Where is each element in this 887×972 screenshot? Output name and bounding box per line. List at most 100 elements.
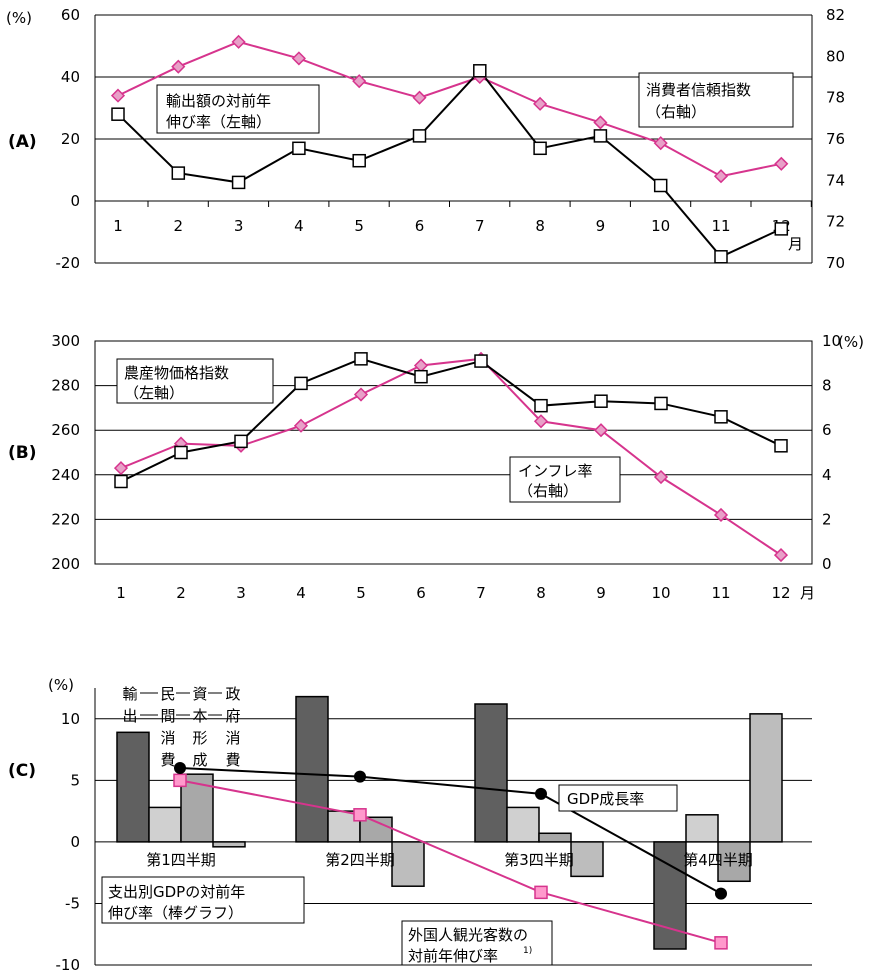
panel-c-tick-label: 5 bbox=[70, 771, 80, 789]
panel-c-tick-label: 0 bbox=[70, 833, 80, 851]
panel-b-agri-point bbox=[534, 398, 548, 413]
panel-b-left-tick-label: 200 bbox=[51, 555, 80, 573]
panel-a-confidence-point bbox=[110, 88, 126, 103]
panel-c-bar bbox=[506, 806, 540, 843]
panel-b-inflation-label-line2: （右軸） bbox=[518, 482, 578, 500]
panel-c-bar bbox=[148, 806, 182, 843]
panel-c-left-unit: (%) bbox=[48, 676, 74, 694]
panel-b-inflation-line bbox=[120, 357, 782, 556]
panel-b-inflation-point bbox=[293, 418, 309, 433]
panel-a-x-tick-label: 5 bbox=[354, 217, 364, 235]
panel-c-bar-series-char: 政 bbox=[225, 685, 240, 703]
panel-c-bar-series-char: 輸 bbox=[122, 685, 137, 703]
panel-b-agri-point bbox=[414, 369, 428, 384]
panel-b-agri-line bbox=[120, 357, 782, 483]
panel-a-confidence-line bbox=[117, 40, 782, 178]
panel-b-x-tick-label: 3 bbox=[236, 584, 246, 602]
panel-a-export-point bbox=[412, 129, 427, 143]
panel-b-right-tick-label: 10 bbox=[822, 332, 841, 350]
panel-a-confidence-point bbox=[231, 34, 246, 49]
panel-c-gdp-point bbox=[174, 762, 186, 775]
panel-b-inflation-point bbox=[593, 423, 609, 438]
panel-c-gdp-point bbox=[354, 770, 366, 783]
panel-c-bar-series-char: 府 bbox=[225, 707, 240, 725]
panel-c-gdp-label-box: GDP成長率 bbox=[558, 784, 678, 812]
panel-b-left-tick-label: 260 bbox=[51, 421, 80, 439]
panel-a-x-tick-label: 9 bbox=[596, 217, 606, 235]
panel-c-gdp-point bbox=[535, 787, 547, 800]
panel-a-right-tick-label: 70 bbox=[826, 254, 845, 272]
panel-c-tourist-point bbox=[173, 773, 187, 788]
panel-b-agri-label-line1: 農産物価格指数 bbox=[124, 364, 229, 382]
panel-b-right-tick-label: 8 bbox=[822, 377, 832, 395]
panel-b-label: (B) bbox=[8, 443, 37, 463]
panel-b-inflation-point bbox=[113, 461, 129, 476]
panel-a-confidence-point bbox=[352, 74, 367, 89]
panel-b-agri-point bbox=[234, 434, 248, 449]
panel-c-bar-series-char: 出 bbox=[122, 707, 137, 725]
panel-c-bar bbox=[653, 841, 687, 950]
panel-c-tick-label: 10 bbox=[61, 710, 80, 728]
panel-c-tourist-label-box: 外国人観光客数の 対前年伸び率 1) bbox=[401, 920, 553, 966]
panel-c-tourist-label-line1: 外国人観光客数の bbox=[408, 926, 528, 944]
panel-a-confidence-point bbox=[291, 51, 306, 66]
panel-a-label: (A) bbox=[8, 132, 37, 152]
panel-b-x-tick-label: 5 bbox=[356, 584, 366, 602]
panel-b-agri-point bbox=[594, 394, 608, 408]
panel-b-inflation-point bbox=[653, 469, 669, 485]
panel-a-right-tick-label: 76 bbox=[826, 130, 845, 148]
panel-a-left-unit: (%) bbox=[6, 9, 32, 27]
panel-c-bar-series-char: 間 bbox=[160, 707, 175, 725]
panel-a-x-tick-label: 4 bbox=[294, 217, 304, 235]
panel-a-x-tick-label: 1 bbox=[113, 217, 123, 235]
panel-c-bar bbox=[538, 832, 572, 843]
panel-a-export-point bbox=[593, 129, 608, 143]
panel-c-gdp-point bbox=[715, 887, 727, 900]
panel-a-export-point bbox=[171, 166, 186, 180]
panel-c-bar-series-char: 消 bbox=[225, 729, 240, 747]
panel-b-x-tick-label: 2 bbox=[176, 584, 186, 602]
panel-c-bar-series-char: 費 bbox=[225, 751, 240, 769]
panel-a-right-tick-label: 82 bbox=[826, 6, 845, 24]
panel-b-x-tick-label: 6 bbox=[416, 584, 426, 602]
panel-b-x-tick-label: 9 bbox=[596, 584, 606, 602]
panel-b-x-tick-label: 7 bbox=[476, 584, 486, 602]
panel-a-x-tick-label: 10 bbox=[651, 217, 670, 235]
panel-a-export-label-box: 輸出額の対前年 伸び率（左軸） bbox=[156, 84, 320, 134]
panel-a-x-tick-label: 8 bbox=[535, 217, 545, 235]
panel-b-right-tick-label: 4 bbox=[822, 466, 832, 484]
panel-b-agri-point bbox=[654, 396, 668, 411]
panel-b-left-tick-label: 240 bbox=[51, 466, 80, 484]
panel-c-bar-series-char: 成 bbox=[192, 751, 207, 769]
panel-b-right-tick-label: 0 bbox=[822, 555, 832, 573]
panel-a-confidence-label-line1: 消費者信頼指数 bbox=[646, 81, 751, 99]
panel-a-confidence-point bbox=[774, 156, 789, 171]
panel-b-right-tick-label: 2 bbox=[822, 510, 832, 528]
panel-b-inflation-label-line1: インフレ率 bbox=[518, 462, 593, 480]
panel-c-tick-label: -10 bbox=[56, 956, 81, 972]
panel-a-confidence-point bbox=[412, 90, 427, 105]
panel-a-export-label-line1: 輸出額の対前年 bbox=[166, 92, 271, 110]
panel-c-gdp-line bbox=[179, 767, 722, 895]
panel-c-category-label: 第1四半期 bbox=[146, 851, 216, 869]
panel-b-inflation-point bbox=[773, 548, 789, 563]
panel-c-bar bbox=[391, 841, 425, 887]
panel-c-tick-label: -5 bbox=[65, 894, 80, 912]
panel-a-confidence-point bbox=[653, 136, 668, 151]
panel-c-bar-series-char: 形 bbox=[192, 729, 207, 747]
panel-c-expenditure-label-line2: 伸び率（棒グラフ） bbox=[108, 904, 243, 922]
panel-a-left-tick-label: 20 bbox=[61, 130, 80, 148]
panel-a-confidence-label-box: 消費者信頼指数 （右軸） bbox=[638, 72, 794, 128]
panel-b-x-tick-label: 12 bbox=[771, 584, 790, 602]
panel-c-bar bbox=[295, 695, 329, 843]
panel-b-inflation-label-box: インフレ率 （右軸） bbox=[509, 456, 621, 503]
panel-a-export-point bbox=[533, 141, 547, 156]
panel-b-agri-point bbox=[474, 354, 488, 368]
panel-b-agri-point bbox=[714, 410, 728, 424]
panel-a-confidence-point bbox=[171, 59, 186, 74]
panel-c-bar-series-char: 消 bbox=[160, 729, 175, 747]
panel-c-tourist-point bbox=[534, 885, 548, 900]
panel-c-tourist-label-line2: 対前年伸び率 bbox=[408, 947, 498, 965]
panel-a-confidence-point bbox=[533, 96, 548, 111]
